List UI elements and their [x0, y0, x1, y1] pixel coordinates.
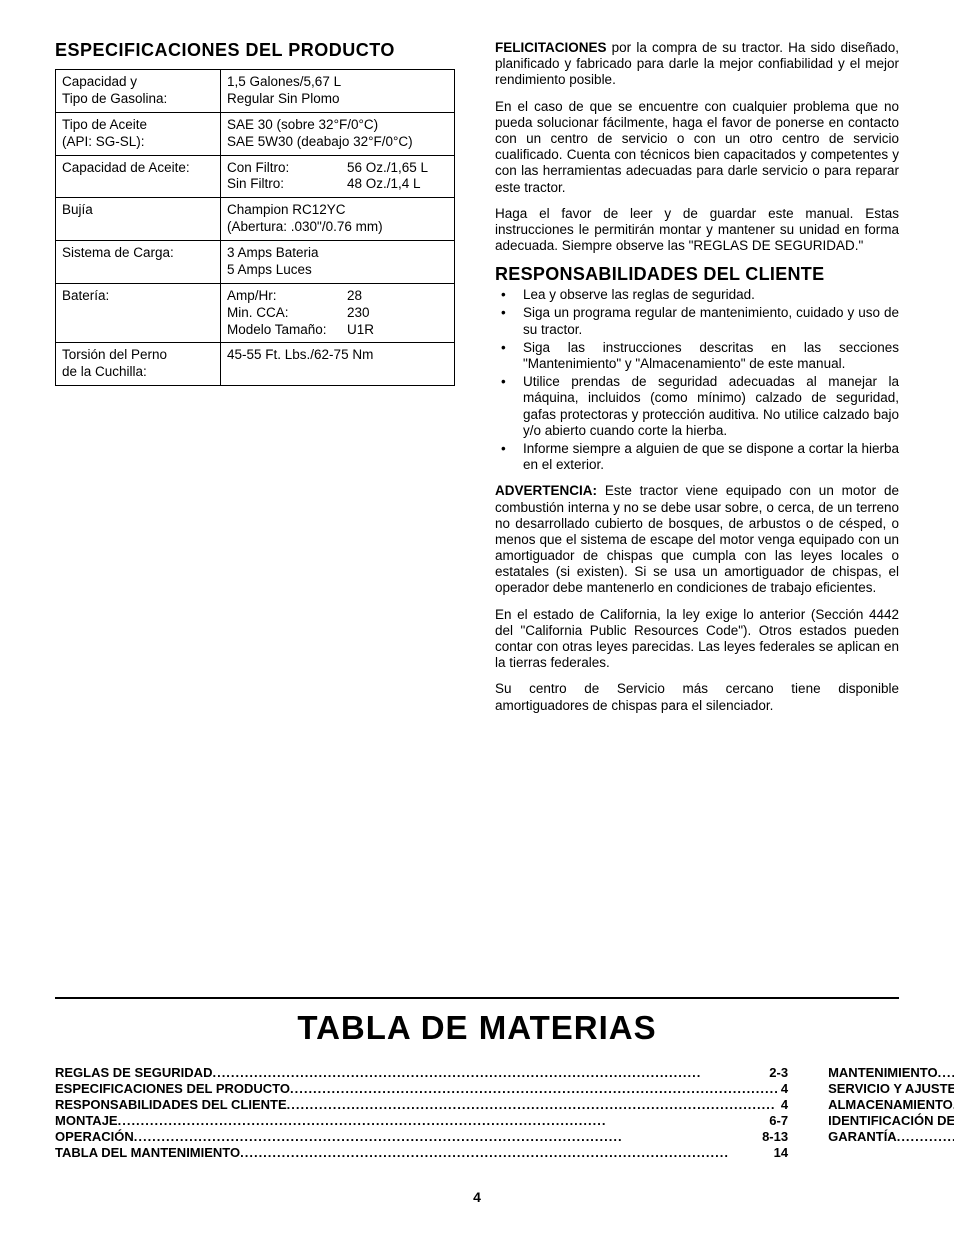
spec-row: Batería:Amp/Hr:28Min. CCA:230Modelo Tama…: [56, 283, 455, 343]
toc-column-right: MANTENIMIENTO14-17SERVICIO Y AJUSTES18-2…: [828, 1065, 954, 1161]
toc-label: RESPONSABILIDADES DEL CLIENTE: [55, 1097, 287, 1112]
spec-value: SAE 30 (sobre 32°F/0°C)SAE 5W30 (deabajo…: [221, 112, 455, 155]
responsibilities-heading: RESPONSABILIDADES DEL CLIENTE: [495, 264, 899, 285]
toc-label: GARANTÍA: [828, 1129, 897, 1144]
toc-dots: [897, 1129, 954, 1144]
toc-column-left: REGLAS DE SEGURIDAD2-3ESPECIFICACIONES D…: [55, 1065, 788, 1161]
intro-paragraph-3: Haga el favor de leer y de guardar este …: [495, 206, 899, 255]
toc-dots: [134, 1129, 760, 1144]
spec-heading: ESPECIFICACIONES DEL PRODUCTO: [55, 40, 455, 61]
spec-value: 45-55 Ft. Lbs./62-75 Nm: [221, 343, 455, 386]
spec-subvalue: 48 Oz./1,4 L: [347, 176, 421, 193]
toc-rule: [55, 997, 899, 999]
toc-entry: ALMACENAMIENTO24: [828, 1097, 954, 1112]
spec-subvalue: U1R: [347, 322, 374, 339]
spec-label: Torsión del Pernode la Cuchilla:: [56, 343, 221, 386]
toc-entry: OPERACIÓN 8-13: [55, 1129, 788, 1144]
toc-entry: GARANTÍA28: [828, 1129, 954, 1144]
service-center-paragraph: Su centro de Servicio más cercano tiene …: [495, 681, 899, 713]
spec-row: Torsión del Pernode la Cuchilla:45-55 Ft…: [56, 343, 455, 386]
toc-entry: REGLAS DE SEGURIDAD 2-3: [55, 1065, 788, 1080]
toc-page: 8-13: [760, 1129, 788, 1144]
spec-row: Capacidad de Aceite:Con Filtro:56 Oz./1,…: [56, 155, 455, 198]
toc-dots: [240, 1145, 772, 1160]
spec-row: BujíaChampion RC12YC(Abertura: .030"/0.7…: [56, 198, 455, 241]
list-item: Siga un programa regular de mantenimient…: [495, 305, 899, 337]
toc-entry: MANTENIMIENTO14-17: [828, 1065, 954, 1080]
toc-entry: IDENTIFICACIÓN DE PROBLEMAS25-26: [828, 1113, 954, 1128]
list-item: Informe siempre a alguien de que se disp…: [495, 441, 899, 473]
toc-label: MONTAJE: [55, 1113, 118, 1128]
spec-value: Champion RC12YC(Abertura: .030"/0.76 mm): [221, 198, 455, 241]
spec-value: Amp/Hr:28Min. CCA:230Modelo Tamaño:U1R: [221, 283, 455, 343]
spec-value: 1,5 Galones/5,67 LRegular Sin Plomo: [221, 70, 455, 113]
right-column: FELICITACIONES por la compra de su tract…: [495, 40, 899, 724]
toc-entry: ESPECIFICACIONES DEL PRODUCTO 4: [55, 1081, 788, 1096]
felicitaciones-lead: FELICITACIONES: [495, 40, 607, 55]
toc-dots: [118, 1113, 768, 1128]
list-item: Siga las instrucciones descritas en las …: [495, 340, 899, 372]
spec-subkey: Min. CCA:: [227, 305, 347, 322]
toc-label: OPERACIÓN: [55, 1129, 134, 1144]
spec-label: Bujía: [56, 198, 221, 241]
spec-label: Capacidad yTipo de Gasolina:: [56, 70, 221, 113]
toc-page: 4: [779, 1097, 788, 1112]
toc-page: 4: [779, 1081, 788, 1096]
toc-heading: TABLA DE MATERIAS: [55, 1009, 899, 1047]
toc-label: IDENTIFICACIÓN DE PROBLEMAS: [828, 1113, 954, 1128]
spec-subkey: Modelo Tamaño:: [227, 322, 347, 339]
spec-row: Capacidad yTipo de Gasolina:1,5 Galones/…: [56, 70, 455, 113]
toc-entry: RESPONSABILIDADES DEL CLIENTE 4: [55, 1097, 788, 1112]
page-number: 4: [55, 1189, 899, 1205]
toc-dots: [938, 1065, 954, 1080]
toc-dots: [212, 1065, 767, 1080]
spec-row: Sistema de Carga:3 Amps Bateria5 Amps Lu…: [56, 241, 455, 284]
advertencia-lead: ADVERTENCIA:: [495, 483, 597, 498]
toc-label: MANTENIMIENTO: [828, 1065, 938, 1080]
spec-value: Con Filtro:56 Oz./1,65 LSin Filtro:48 Oz…: [221, 155, 455, 198]
spec-label: Capacidad de Aceite:: [56, 155, 221, 198]
intro-paragraph-2: En el caso de que se encuentre con cualq…: [495, 99, 899, 196]
toc-label: REGLAS DE SEGURIDAD: [55, 1065, 212, 1080]
toc-page: 2-3: [767, 1065, 788, 1080]
spec-label: Batería:: [56, 283, 221, 343]
toc-label: SERVICIO Y AJUSTES: [828, 1081, 954, 1096]
toc-page: 6-7: [767, 1113, 788, 1128]
list-item: Utilice prendas de seguridad adecuadas a…: [495, 374, 899, 439]
california-paragraph: En el estado de California, la ley exige…: [495, 607, 899, 672]
spec-subvalue: 56 Oz./1,65 L: [347, 160, 428, 177]
toc-entry: SERVICIO Y AJUSTES18-23: [828, 1081, 954, 1096]
toc-label: TABLA DEL MANTENIMIENTO: [55, 1145, 240, 1160]
spec-value: 3 Amps Bateria5 Amps Luces: [221, 241, 455, 284]
spec-row: Tipo de Aceite(API: SG-SL):SAE 30 (sobre…: [56, 112, 455, 155]
spec-table: Capacidad yTipo de Gasolina:1,5 Galones/…: [55, 69, 455, 386]
toc-page: 14: [772, 1145, 788, 1160]
table-of-contents: TABLA DE MATERIAS REGLAS DE SEGURIDAD 2-3…: [55, 997, 899, 1205]
toc-entry: TABLA DEL MANTENIMIENTO 14: [55, 1145, 788, 1160]
spec-label: Tipo de Aceite(API: SG-SL):: [56, 112, 221, 155]
spec-subvalue: 28: [347, 288, 362, 305]
toc-label: ESPECIFICACIONES DEL PRODUCTO: [55, 1081, 290, 1096]
responsibilities-list: Lea y observe las reglas de seguridad. Si…: [495, 287, 899, 473]
intro-paragraph-1: FELICITACIONES por la compra de su tract…: [495, 40, 899, 89]
spec-label: Sistema de Carga:: [56, 241, 221, 284]
warning-text: Este tractor viene equipado con un motor…: [495, 483, 899, 595]
toc-label: ALMACENAMIENTO: [828, 1097, 953, 1112]
toc-entry: MONTAJE 6-7: [55, 1113, 788, 1128]
toc-dots: [290, 1081, 779, 1096]
warning-paragraph: ADVERTENCIA: Este tractor viene equipado…: [495, 483, 899, 596]
toc-dots: [287, 1097, 779, 1112]
list-item: Lea y observe las reglas de seguridad.: [495, 287, 899, 303]
spec-subvalue: 230: [347, 305, 370, 322]
spec-subkey: Amp/Hr:: [227, 288, 347, 305]
left-column: ESPECIFICACIONES DEL PRODUCTO Capacidad …: [55, 40, 455, 724]
spec-subkey: Con Filtro:: [227, 160, 347, 177]
spec-subkey: Sin Filtro:: [227, 176, 347, 193]
